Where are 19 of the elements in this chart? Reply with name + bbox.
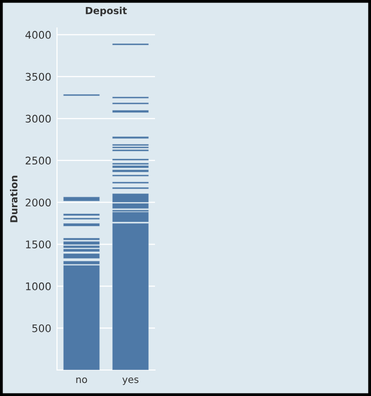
y-tick-label: 4000 (25, 30, 51, 39)
bar (112, 136, 149, 139)
bar (63, 223, 100, 226)
y-axis-title: Duration (10, 176, 18, 222)
bar (63, 241, 100, 245)
y-tick-label: 3000 (26, 114, 51, 123)
chart-title: Deposit (86, 6, 127, 16)
y-tick-label: 2500 (26, 156, 51, 165)
x-tick-label: yes (122, 378, 138, 385)
x-tick-label: no (76, 378, 88, 384)
y-tick-label: 1500 (26, 240, 51, 248)
y-tick-label: 3500 (26, 72, 51, 81)
bar (63, 245, 100, 248)
y-tick-label: 500 (32, 324, 51, 332)
bar (63, 196, 100, 202)
y-tick-label: 2000 (26, 198, 51, 206)
bar (112, 110, 149, 113)
bar (112, 165, 149, 168)
y-tick-label: 1000 (26, 282, 51, 290)
